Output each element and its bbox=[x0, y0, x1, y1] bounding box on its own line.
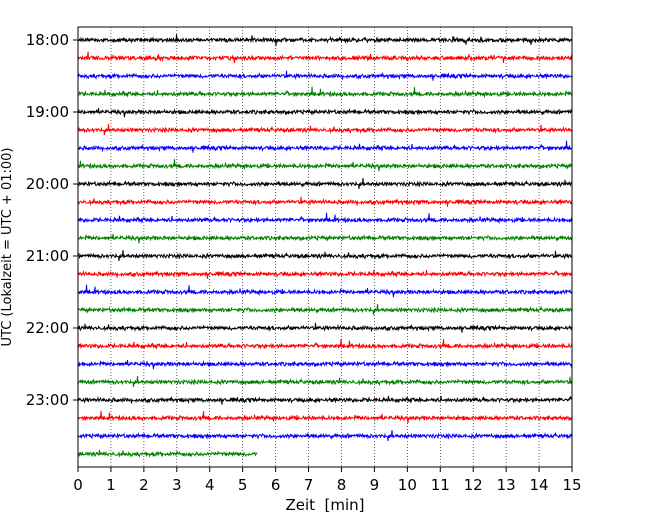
trace-line bbox=[77, 107, 573, 118]
plot-frame bbox=[77, 26, 573, 468]
x-tick-label: 12 bbox=[464, 476, 483, 494]
trace-line bbox=[77, 233, 573, 244]
x-tick-label: 8 bbox=[337, 476, 347, 494]
trace-line bbox=[77, 177, 573, 190]
trace-group bbox=[77, 34, 573, 458]
trace-line bbox=[77, 322, 573, 333]
trace-line bbox=[77, 359, 573, 370]
x-tick-label: 10 bbox=[398, 476, 417, 494]
trace-line bbox=[77, 86, 573, 99]
y-tick-label: 22:00 bbox=[26, 319, 69, 337]
x-tick-label: 14 bbox=[530, 476, 549, 494]
x-tick-label: 1 bbox=[106, 476, 116, 494]
trace-line bbox=[77, 429, 573, 442]
y-tick-label: 21:00 bbox=[26, 247, 69, 265]
trace-line bbox=[77, 123, 573, 136]
y-tick-label: 18:00 bbox=[26, 31, 69, 49]
plot-area bbox=[78, 27, 572, 467]
x-tick-label: 11 bbox=[431, 476, 450, 494]
x-tick-label: 5 bbox=[238, 476, 248, 494]
trace-line bbox=[77, 395, 573, 405]
x-tick-label: 6 bbox=[271, 476, 281, 494]
trace-line bbox=[77, 196, 573, 207]
x-tick-label: 7 bbox=[304, 476, 314, 494]
y-axis-label: UTC (Lokalzeit = UTC + 01:00) bbox=[0, 148, 15, 347]
trace-line bbox=[77, 212, 573, 225]
trace-line bbox=[77, 338, 573, 351]
trace-line bbox=[77, 303, 573, 316]
trace-line bbox=[77, 249, 573, 262]
x-axis-ticks: 0 1 2 3 4 5 6 7 8 9 10 11 12 13 14 15 bbox=[73, 467, 582, 494]
x-tick-label: 2 bbox=[139, 476, 149, 494]
trace-line bbox=[77, 284, 573, 298]
trace-line bbox=[77, 410, 573, 424]
y-tick-label: 23:00 bbox=[26, 391, 69, 409]
trace-line bbox=[77, 269, 573, 279]
y-tick-label: 20:00 bbox=[26, 175, 69, 193]
trace-line bbox=[77, 449, 258, 458]
trace-line bbox=[77, 34, 573, 47]
y-axis-ticks: 18:00 19:00 20:00 21:00 22:00 23:00 bbox=[26, 31, 78, 409]
trace-line bbox=[77, 159, 573, 172]
trace-line bbox=[77, 70, 573, 81]
trace-line bbox=[77, 375, 573, 388]
x-tick-label: 3 bbox=[172, 476, 182, 494]
vertical-grid bbox=[110, 27, 540, 467]
x-axis-label: Zeit [min] bbox=[285, 496, 364, 514]
x-tick-label: 15 bbox=[562, 476, 581, 494]
trace-line bbox=[77, 140, 573, 153]
trace-line bbox=[77, 51, 573, 64]
x-tick-label: 13 bbox=[497, 476, 516, 494]
x-tick-label: 9 bbox=[370, 476, 380, 494]
y-tick-label: 19:00 bbox=[26, 103, 69, 121]
x-tick-label: 0 bbox=[73, 476, 83, 494]
x-tick-label: 4 bbox=[205, 476, 215, 494]
